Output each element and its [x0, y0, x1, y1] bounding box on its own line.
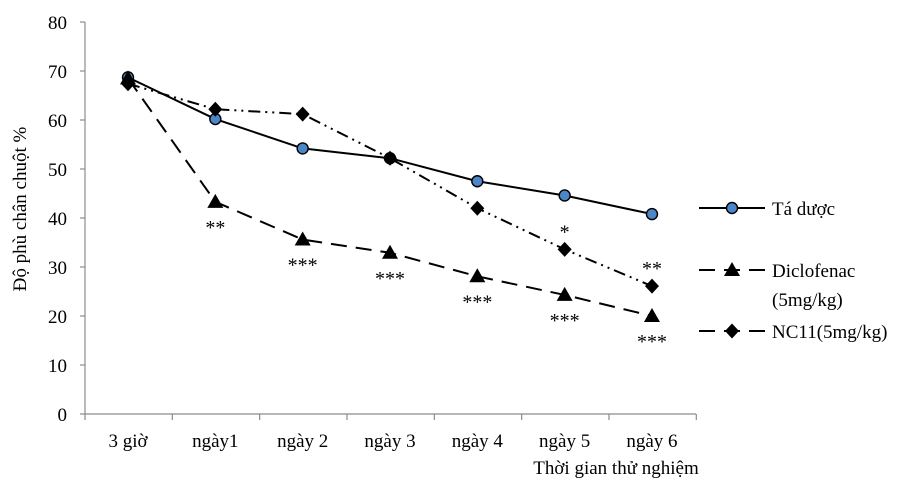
significance-label: *** [462, 291, 492, 313]
legend-label: NC11(5mg/kg) [772, 322, 887, 343]
y-axis-title: Độ phù chân chuột % [10, 127, 31, 292]
significance-label: *** [637, 331, 667, 353]
significance-label: *** [288, 255, 318, 277]
y-tick-label: 50 [48, 160, 67, 181]
data-point-marker [556, 286, 573, 301]
data-point-marker [208, 101, 223, 117]
x-tick-label: ngày 5 [539, 431, 590, 452]
legend: Tá dược Diclofenac (5mg/kg) NC11(5mg/kg) [699, 199, 887, 343]
y-tick-label: 10 [48, 356, 67, 377]
y-tick-label: 80 [48, 13, 67, 34]
x-tick-label: ngày1 [192, 431, 238, 452]
y-tick-label: 60 [48, 111, 67, 132]
data-point-marker [557, 241, 572, 257]
x-tick-label: ngày 3 [364, 431, 415, 452]
data-point-marker [382, 150, 397, 166]
data-point-marker [470, 200, 485, 216]
x-tick-labels: 3 giờ ngày1 ngày 2 ngày 3 ngày 4 ngày 5 ngày 6 [108, 431, 677, 452]
x-tick-label: ngày 2 [277, 431, 328, 452]
axes [80, 21, 697, 420]
significance-label: * [560, 221, 570, 243]
significance-label: ** [205, 217, 225, 239]
significance-label: *** [550, 310, 580, 332]
data-point-marker [643, 308, 660, 322]
y-tick-label: 70 [48, 62, 67, 83]
y-tick-labels: 0 10 20 30 40 50 60 70 80 [48, 13, 67, 426]
data-point-marker [296, 142, 309, 155]
data-point-marker [471, 175, 484, 188]
y-tick-label: 0 [58, 405, 68, 426]
data-point-marker [469, 268, 486, 283]
legend-marker [725, 201, 739, 215]
data-point-marker [121, 76, 135, 92]
data-point-marker [381, 244, 398, 259]
series-markers [120, 70, 660, 322]
y-tick-label: 40 [48, 209, 67, 230]
y-tick-label: 20 [48, 307, 67, 328]
legend-marker [725, 323, 739, 339]
x-tick-label: 3 giờ [108, 431, 148, 452]
legend-label: Diclofenac [772, 261, 855, 282]
y-tick-label: 30 [48, 258, 67, 279]
legend-label: Tá dược [772, 199, 835, 220]
data-point-marker [644, 278, 659, 294]
legend-marker [724, 262, 740, 276]
significance-labels: ******************** [205, 217, 667, 353]
data-point-marker [294, 231, 311, 246]
data-point-marker [645, 207, 659, 221]
data-point-marker [207, 193, 224, 208]
data-point-marker [558, 189, 571, 202]
x-tick-label: ngày 6 [626, 431, 677, 452]
data-point-marker [295, 106, 310, 122]
legend-label: (5mg/kg) [772, 290, 843, 311]
significance-label: *** [375, 268, 405, 290]
significance-label: ** [642, 258, 662, 280]
x-axis-title: Thời gian thử nghiệm [533, 458, 699, 479]
x-tick-label: ngày 4 [452, 431, 504, 452]
series-line [127, 76, 653, 216]
